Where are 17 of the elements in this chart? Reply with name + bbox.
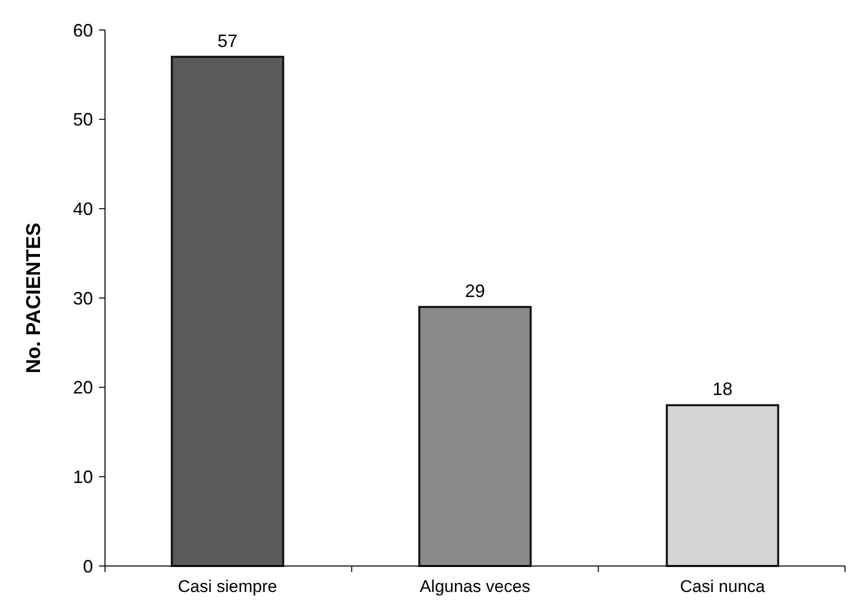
x-tick-label: Casi nunca bbox=[680, 577, 766, 596]
y-axis-title: No. PACIENTES bbox=[23, 222, 45, 374]
y-tick-label: 10 bbox=[72, 466, 93, 487]
y-tick-label: 30 bbox=[72, 288, 93, 308]
bar bbox=[666, 404, 780, 567]
y-tick-label: 40 bbox=[72, 198, 93, 219]
y-tick-label: 20 bbox=[72, 378, 93, 398]
data-label: 18 bbox=[712, 379, 733, 400]
bar bbox=[170, 56, 284, 567]
bar bbox=[418, 306, 532, 567]
x-tick-label: Algunas veces bbox=[420, 577, 530, 596]
y-tick-label: 0 bbox=[82, 556, 93, 576]
x-tick-label: Casi siempre bbox=[178, 577, 278, 596]
data-label: 57 bbox=[217, 30, 238, 51]
y-tick-label: 50 bbox=[72, 110, 93, 130]
y-tick-label: 60 bbox=[72, 20, 93, 40]
data-label: 29 bbox=[464, 280, 486, 301]
